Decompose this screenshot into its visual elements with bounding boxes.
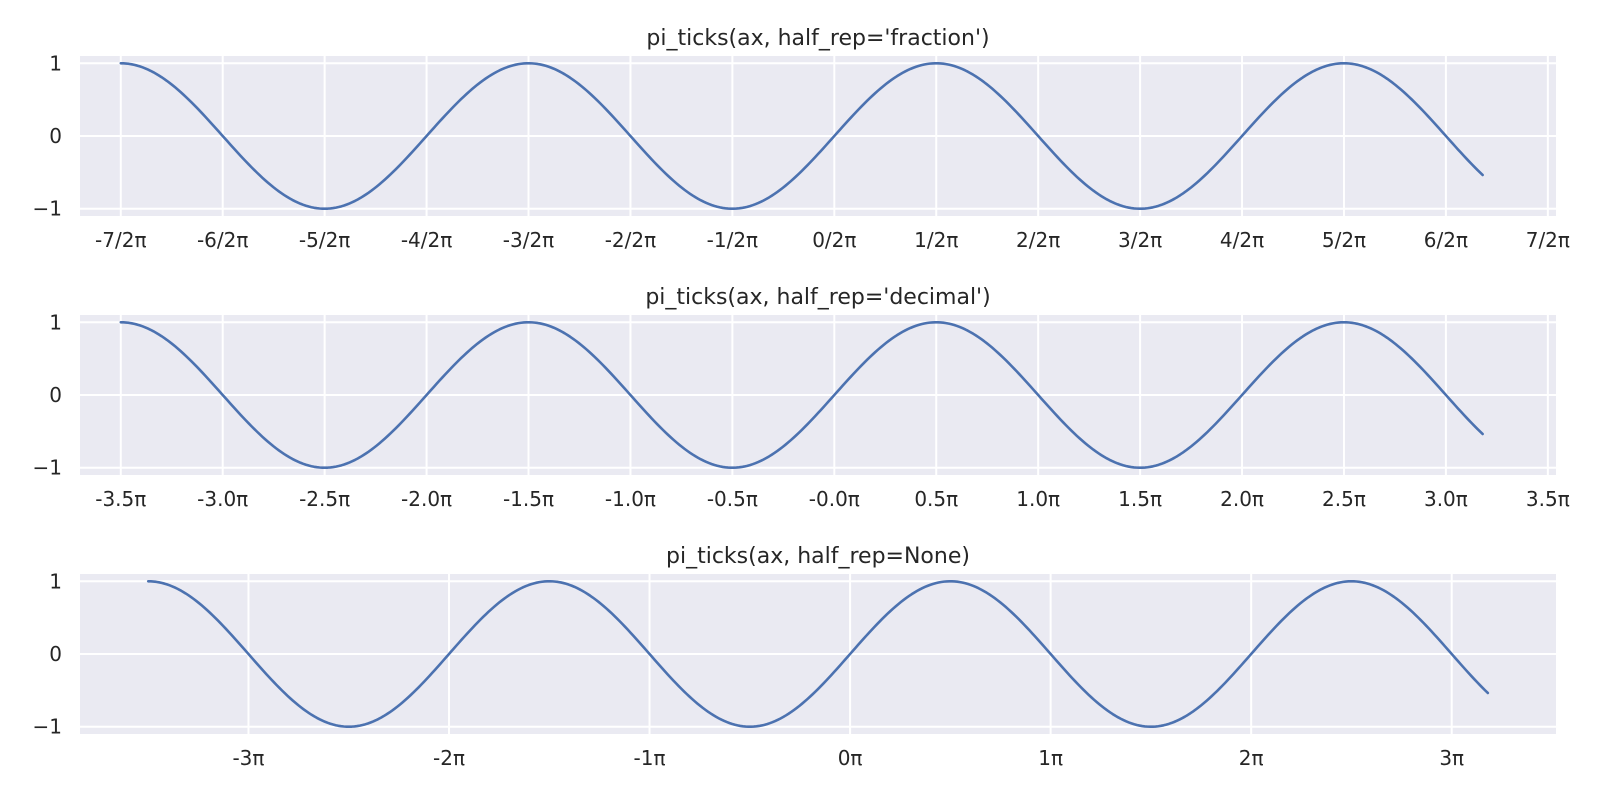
x-tick-label: 1.5π bbox=[1118, 487, 1162, 511]
x-tick-label: 0.5π bbox=[914, 487, 958, 511]
x-tick-label: -4/2π bbox=[401, 228, 452, 252]
x-tick-label: -1.0π bbox=[605, 487, 656, 511]
chart-title: pi_ticks(ax, half_rep='fraction') bbox=[646, 26, 989, 51]
x-tick-label: -1π bbox=[634, 746, 666, 770]
x-tick-label: 0π bbox=[838, 746, 863, 770]
x-tick-label: 2.5π bbox=[1322, 487, 1366, 511]
x-tick-label: -7/2π bbox=[95, 228, 146, 252]
x-tick-label: -2/2π bbox=[605, 228, 656, 252]
x-tick-label: -0.0π bbox=[809, 487, 860, 511]
x-tick-label: 4/2π bbox=[1220, 228, 1264, 252]
sine-series-line bbox=[119, 320, 1484, 470]
x-tick-label: -1/2π bbox=[707, 228, 758, 252]
subplot-2: pi_ticks(ax, half_rep='decimal') -3.5π -3.… bbox=[33, 285, 1570, 511]
x-tick-label: 5/2π bbox=[1322, 228, 1366, 252]
x-tick-label: 7/2π bbox=[1526, 228, 1570, 252]
x-tick-label: -2.5π bbox=[299, 487, 350, 511]
x-tick-label: 6/2π bbox=[1424, 228, 1468, 252]
chart-title: pi_ticks(ax, half_rep='decimal') bbox=[645, 285, 990, 310]
x-tick-label: -3/2π bbox=[503, 228, 554, 252]
y-tick-label: −1 bbox=[33, 197, 62, 221]
y-tick-label: 0 bbox=[49, 124, 62, 148]
x-tick-label: 2/2π bbox=[1016, 228, 1060, 252]
x-tick-label: -5/2π bbox=[299, 228, 350, 252]
x-tick-label: -0.5π bbox=[707, 487, 758, 511]
x-tick-label: 2π bbox=[1239, 746, 1264, 770]
y-tick-label: 0 bbox=[49, 642, 62, 666]
x-tick-label: 0/2π bbox=[812, 228, 856, 252]
x-tick-label: 3.0π bbox=[1424, 487, 1468, 511]
x-tick-label: 1.0π bbox=[1016, 487, 1060, 511]
y-tick-label: −1 bbox=[33, 715, 62, 739]
x-tick-label: 3/2π bbox=[1118, 228, 1162, 252]
x-tick-label: -3.0π bbox=[197, 487, 248, 511]
x-tick-label: -3.5π bbox=[95, 487, 146, 511]
chart-title: pi_ticks(ax, half_rep=None) bbox=[666, 544, 970, 569]
sine-series-line bbox=[146, 579, 1490, 729]
y-tick-label: 1 bbox=[49, 310, 62, 334]
x-tick-label: -6/2π bbox=[197, 228, 248, 252]
subplot-1: pi_ticks(ax, half_rep='fraction') -7/2π -6… bbox=[33, 26, 1570, 252]
x-tick-label: 1/2π bbox=[914, 228, 958, 252]
y-tick-label: 0 bbox=[49, 383, 62, 407]
y-tick-label: 1 bbox=[49, 51, 62, 75]
x-tick-label: 1π bbox=[1038, 746, 1063, 770]
subplot-3: pi_ticks(ax, half_rep=None) -3π -2π -1π 0π 1π… bbox=[33, 544, 1556, 770]
x-tick-label: 3.5π bbox=[1526, 487, 1570, 511]
y-tick-label: 1 bbox=[49, 569, 62, 593]
x-tick-label: -1.5π bbox=[503, 487, 554, 511]
x-tick-label: 2.0π bbox=[1220, 487, 1264, 511]
y-tick-label: −1 bbox=[33, 456, 62, 480]
sine-series-line bbox=[119, 61, 1484, 211]
x-tick-label: -2.0π bbox=[401, 487, 452, 511]
x-tick-label: -3π bbox=[232, 746, 264, 770]
x-tick-label: -2π bbox=[433, 746, 465, 770]
x-tick-label: 3π bbox=[1439, 746, 1464, 770]
